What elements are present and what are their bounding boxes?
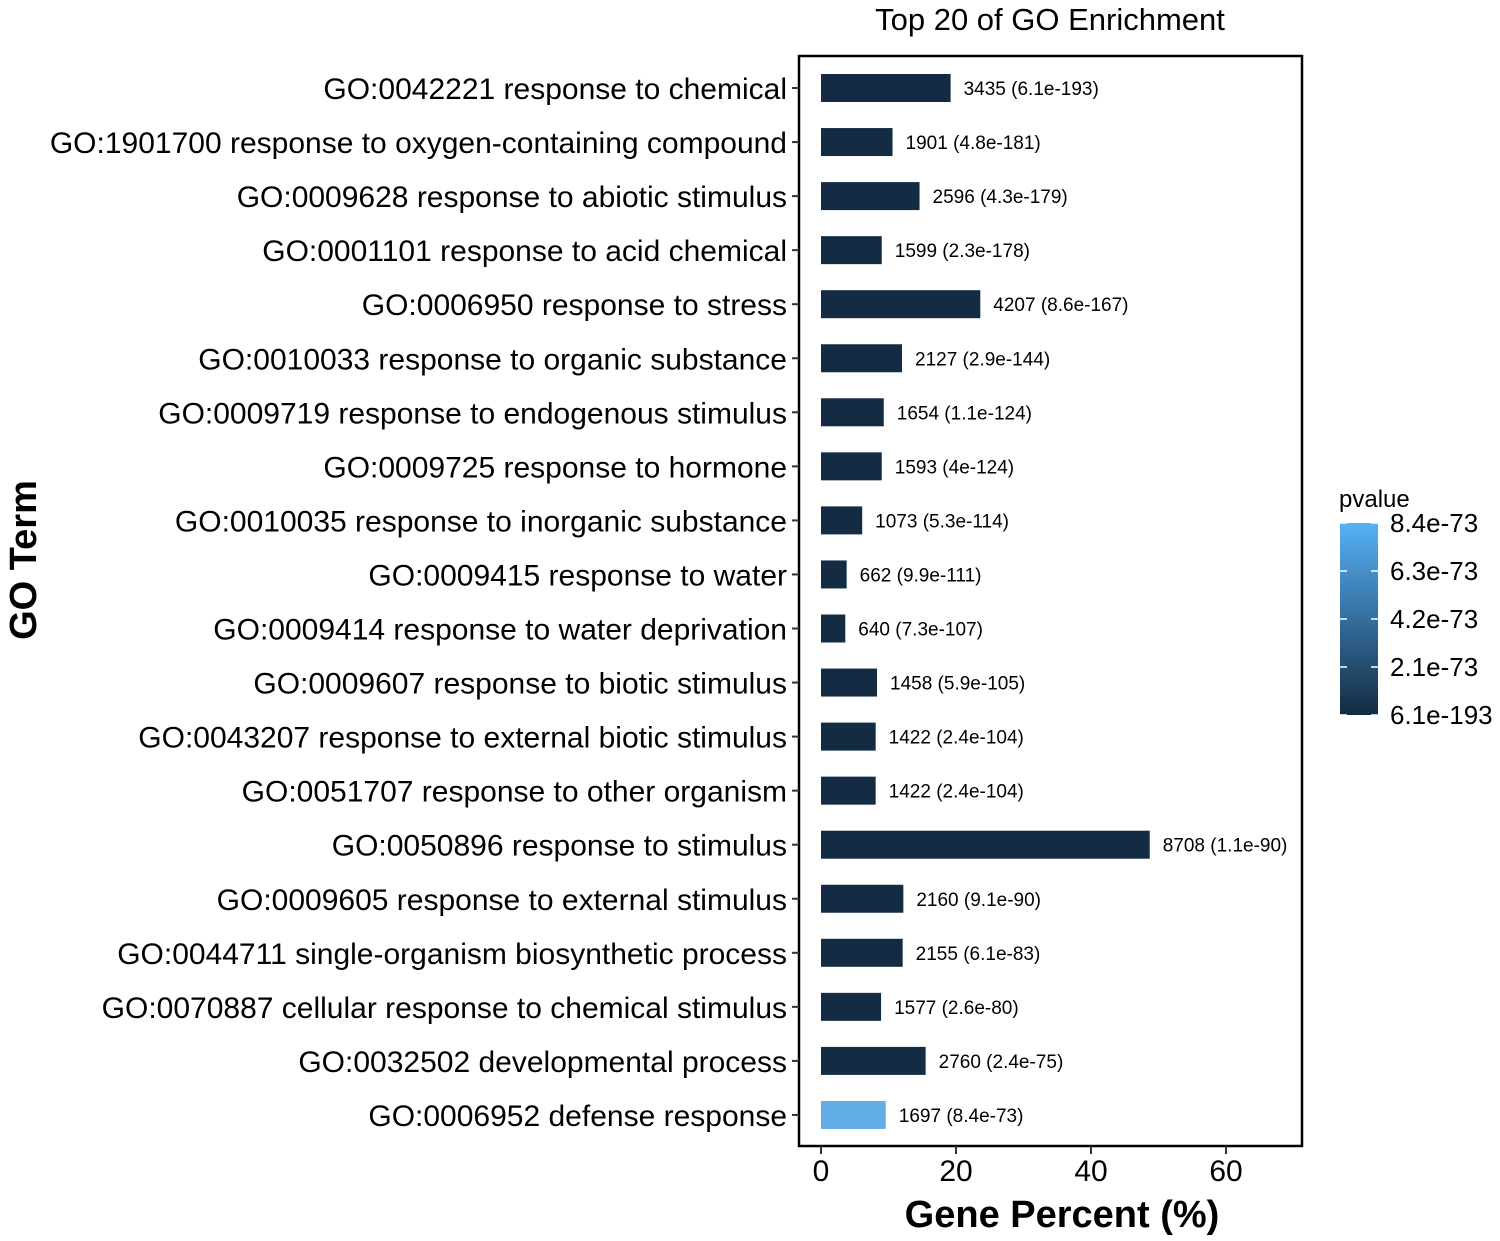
bar-value-label: 2127 (2.9e-144)	[915, 349, 1050, 370]
bar-value-label: 1599 (2.3e-178)	[895, 241, 1030, 262]
bar	[821, 398, 884, 427]
bar	[821, 614, 846, 643]
y-tick-label: GO:0070887 cellular response to chemical…	[102, 992, 787, 1025]
bar	[821, 452, 882, 481]
y-axis-title: GO Term	[3, 480, 45, 640]
x-axis: 0 20 40 60	[813, 1146, 1243, 1188]
bar	[821, 830, 1150, 859]
chart-title: Top 20 of GO Enrichment	[875, 2, 1225, 37]
bar	[821, 74, 951, 102]
bar-value-label: 3435 (6.1e-193)	[964, 79, 1099, 100]
bar-value-label: 662 (9.9e-111)	[860, 565, 982, 586]
legend-tick-label: 4.2e-73	[1390, 604, 1478, 634]
bar-value-label: 1458 (5.9e-105)	[890, 674, 1025, 695]
bar-value-label: 4207 (8.6e-167)	[993, 295, 1128, 316]
y-tick-label: GO:0044711 single-organism biosynthetic …	[117, 938, 787, 971]
legend-tick-label: 6.1e-193	[1390, 700, 1493, 730]
plot-panel	[797, 54, 1304, 1148]
bar	[821, 668, 878, 697]
y-tick-label: GO:0009719 response to endogenous stimul…	[158, 397, 787, 430]
bar	[821, 344, 902, 373]
bar	[821, 938, 903, 967]
bar	[821, 506, 863, 535]
bar-value-label: 1073 (5.3e-114)	[875, 511, 1009, 532]
legend-title: pvalue	[1339, 486, 1410, 513]
y-tick-label: GO:0009725 response to hormone	[323, 451, 787, 484]
y-tick-label: GO:0006952 defense response	[368, 1100, 787, 1133]
bar	[821, 1046, 926, 1075]
bar	[821, 992, 882, 1021]
y-tick-label: GO:0051707 response to other organism	[242, 776, 787, 809]
bar-value-label: 1593 (4e-124)	[895, 457, 1014, 478]
x-tick-label: 0	[813, 1155, 830, 1188]
bar	[821, 128, 893, 157]
bar	[821, 182, 920, 211]
bar-value-label: 1901 (4.8e-181)	[906, 133, 1041, 154]
bar-value-label: 1422 (2.4e-104)	[889, 728, 1024, 749]
bar-value-label: 1422 (2.4e-104)	[889, 782, 1024, 803]
bar	[821, 1100, 886, 1129]
x-axis-title: Gene Percent (%)	[905, 1194, 1220, 1236]
bar-value-label: 2155 (6.1e-83)	[916, 944, 1041, 965]
y-tick-label: GO:0009414 response to water deprivation	[213, 614, 787, 647]
y-axis-ticks	[792, 87, 799, 1116]
x-tick-label: 60	[1209, 1155, 1242, 1188]
y-tick-label: GO:0010033 response to organic substance	[198, 343, 787, 376]
y-tick-label: GO:0009628 response to abiotic stimulus	[237, 181, 787, 214]
bar-value-label: 1577 (2.6e-80)	[894, 998, 1019, 1019]
bar	[821, 776, 876, 805]
bar	[821, 236, 882, 265]
bar	[821, 722, 876, 751]
legend-tick-label: 8.4e-73	[1390, 508, 1478, 538]
y-axis-labels: GO:0042221 response to chemical GO:190170…	[50, 73, 787, 1133]
bar	[821, 884, 904, 913]
bar-value-label: 1697 (8.4e-73)	[899, 1106, 1024, 1127]
bar-value-label: 2760 (2.4e-75)	[939, 1052, 1064, 1073]
y-tick-label: GO:0009605 response to external stimulus	[217, 884, 787, 917]
bar	[821, 560, 847, 589]
y-tick-label: GO:0009415 response to water	[368, 559, 787, 592]
legend-tick-label: 2.1e-73	[1390, 652, 1478, 682]
bar-label-group: 3435 (6.1e-193) 1901 (4.8e-181) 2596 (4.3e…	[858, 79, 1287, 1127]
y-tick-label: GO:0006950 response to stress	[362, 289, 787, 322]
color-legend: pvalue 8.4e-73 6.3e-73 4.2e-73 2.1e-73 6.1e-…	[1339, 486, 1493, 730]
y-tick-label: GO:0050896 response to stimulus	[332, 830, 787, 863]
bar-value-label: 8708 (1.1e-90)	[1163, 836, 1288, 857]
x-tick-label: 20	[939, 1155, 972, 1188]
y-tick-label: GO:0032502 developmental process	[298, 1046, 787, 1079]
legend-ticks: 8.4e-73 6.3e-73 4.2e-73 2.1e-73 6.1e-193	[1340, 508, 1493, 730]
bar-value-label: 1654 (1.1e-124)	[897, 403, 1032, 424]
bar-value-label: 2160 (9.1e-90)	[916, 890, 1041, 911]
y-tick-label: GO:0043207 response to external biotic s…	[138, 722, 787, 755]
bar	[821, 290, 981, 319]
y-tick-label: GO:0042221 response to chemical	[323, 73, 787, 106]
x-tick-label: 40	[1074, 1155, 1107, 1188]
bar-group	[821, 74, 1150, 1129]
bar-value-label: 2596 (4.3e-179)	[933, 187, 1068, 208]
y-tick-label: GO:1901700 response to oxygen-containing…	[50, 127, 787, 160]
y-tick-label: GO:0009607 response to biotic stimulus	[253, 668, 787, 701]
legend-tick-label: 6.3e-73	[1390, 556, 1478, 586]
y-tick-label: GO:0010035 response to inorganic substan…	[175, 505, 787, 538]
y-tick-label: GO:0001101 response to acid chemical	[262, 235, 787, 268]
bar-value-label: 640 (7.3e-107)	[858, 620, 983, 641]
